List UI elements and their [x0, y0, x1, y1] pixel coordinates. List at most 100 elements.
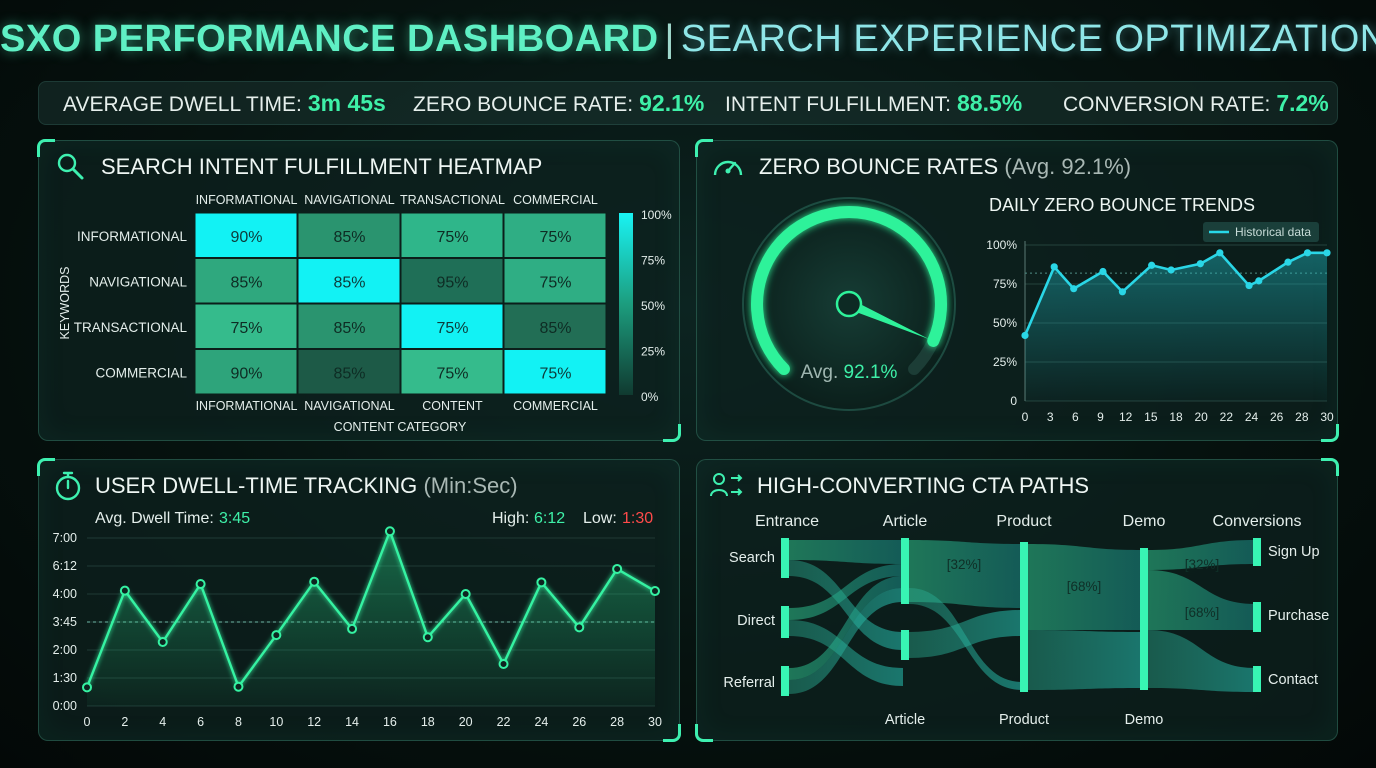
- gauge-label: Avg. 92.1%: [801, 362, 898, 383]
- sankey-flow: [789, 576, 903, 680]
- dwell-chart: Avg. Dwell Time: 3:45 High: 6:12 Low: 1:30 0:…: [53, 510, 662, 729]
- dwell-y-tick: 1:30: [53, 671, 77, 685]
- gauge-value-arc: [751, 206, 947, 376]
- trend-point: [1167, 266, 1175, 274]
- sankey-stage-header: Demo: [1123, 513, 1166, 530]
- sankey-flow: [789, 564, 903, 620]
- heatmap-cell-label: 75%: [436, 229, 468, 246]
- trend-area: [1025, 252, 1327, 401]
- heatmap-row-label: NAVIGATIONAL: [89, 274, 187, 289]
- dwell-x-tick: 24: [534, 715, 548, 729]
- sankey-node: [1253, 666, 1261, 692]
- gauge-label-value: 92.1%: [844, 362, 898, 383]
- dwell-point: [422, 632, 433, 643]
- cta-title: HIGH-CONVERTING CTA PATHS: [757, 473, 1090, 498]
- heatmap-top-label: TRANSACTIONAL: [400, 193, 505, 207]
- sankey-flow: [789, 540, 903, 564]
- trend-point: [1050, 263, 1058, 271]
- heatmap-cell: [503, 258, 607, 304]
- dwell-line: [85, 527, 656, 690]
- trend-y-tick: 50%: [993, 316, 1017, 330]
- heatmap-scale-tick: 75%: [641, 254, 665, 268]
- bounce-title: ZERO BOUNCE RATES (Avg. 92.1%): [759, 154, 1131, 180]
- trend-point: [1021, 331, 1029, 340]
- trend-point: [1196, 260, 1204, 268]
- heatmap-cell-label: 85%: [333, 320, 365, 337]
- heatmap-row-label: COMMERCIAL: [95, 365, 187, 380]
- sankey-flow-label: [32%]: [1185, 557, 1220, 572]
- gauge-needle: [846, 299, 930, 340]
- sankey-node: [781, 606, 789, 638]
- dwell-x-tick: 28: [610, 715, 624, 729]
- dwell-point: [574, 622, 585, 633]
- heatmap-cell-label: 75%: [539, 229, 571, 246]
- dwell-y-tick: 7:00: [53, 531, 77, 545]
- heatmap-cell: [194, 303, 298, 349]
- trend-x-tick: 20: [1194, 410, 1208, 424]
- heatmap-scale-tick: 50%: [641, 299, 665, 313]
- heatmap-cell: [297, 349, 401, 395]
- sankey-flow: [789, 620, 903, 686]
- trend-point: [1070, 285, 1078, 293]
- trend-x-tick: 24: [1245, 410, 1259, 424]
- title-separator: |: [664, 18, 675, 60]
- title-bold: SXO PERFORMANCE DASHBOARD: [0, 18, 659, 60]
- heatmap-cell-label: 90%: [230, 365, 262, 382]
- trend-x-tick: 3: [1047, 410, 1054, 424]
- heatmap-cell: [297, 303, 401, 349]
- bounce-title-text: ZERO BOUNCE RATES: [759, 154, 999, 179]
- dwell-y-tick: 4:00: [53, 587, 77, 601]
- dwell-point: [195, 579, 206, 590]
- trend-x-tick: 30: [1320, 410, 1334, 424]
- trend-x-tick: 18: [1169, 410, 1183, 424]
- sankey-node: [781, 666, 789, 696]
- trend-legend-label: Historical data: [1235, 225, 1311, 239]
- heatmap-scale-bar: [619, 213, 633, 395]
- trend-point: [1216, 249, 1224, 257]
- trend-x-tick: 15: [1144, 410, 1158, 424]
- dwell-panel: USER DWELL-TIME TRACKING (Min:Sec) Avg. …: [37, 458, 681, 742]
- dwell-subtitle: (Min:Sec): [423, 473, 518, 498]
- dwell-area: [87, 531, 655, 706]
- dwell-x-tick: 10: [269, 715, 283, 729]
- sankey-flow-label: [68%]: [1185, 605, 1220, 620]
- dwell-point: [460, 589, 471, 599]
- trend-legend-box: [1203, 222, 1319, 242]
- search-icon: [57, 153, 84, 180]
- kpi-label: AVERAGE DWELL TIME:: [63, 93, 302, 116]
- heatmap-cell-label: 90%: [230, 229, 262, 246]
- sankey-source-label: Direct: [737, 613, 775, 629]
- heatmap-x-label: CONTENT: [422, 399, 483, 413]
- heatmap-cell-label: 85%: [333, 365, 365, 382]
- dwell-x-tick: 4: [159, 715, 166, 729]
- trend-x-tick: 12: [1119, 410, 1133, 424]
- sankey-node: [1253, 538, 1261, 566]
- kpi-bar: AVERAGE DWELL TIME: 3m 45s ZERO BOUNCE RA…: [38, 81, 1338, 125]
- dwell-point: [309, 576, 320, 587]
- speedometer-icon: [713, 160, 743, 176]
- sankey-source-label: Search: [729, 550, 775, 566]
- sankey-node: [901, 538, 909, 604]
- kpi-value: 92.1%: [639, 90, 705, 116]
- heatmap-cell: [400, 349, 504, 395]
- heatmap-top-label: INFORMATIONAL: [196, 193, 298, 207]
- sankey-target-label: Sign Up: [1268, 544, 1320, 560]
- sankey-stage-header: Entrance: [755, 513, 819, 530]
- sankey-flow-label: [32%]: [947, 557, 982, 572]
- sankey-chart: Entrance Article Product Demo Conversions Sea…: [723, 513, 1329, 728]
- sankey-flow: [1148, 540, 1255, 570]
- heatmap-cell-label: 95%: [436, 274, 468, 291]
- trend-chart: DAILY ZERO BOUNCE TRENDS Historical data 0…: [986, 195, 1334, 424]
- heatmap-row-label: INFORMATIONAL: [77, 229, 187, 244]
- heatmap-panel: SEARCH INTENT FULFILLMENT HEATMAP INFORM…: [37, 139, 681, 442]
- heatmap-ylabel: KEYWORDS: [58, 267, 72, 340]
- sankey-flow: [789, 560, 903, 650]
- trend-x-tick: 28: [1295, 410, 1309, 424]
- sankey-stage-header: Article: [883, 513, 928, 530]
- dwell-x-tick: 14: [345, 715, 359, 729]
- heatmap-x-label: COMMERCIAL: [513, 399, 598, 413]
- dwell-point: [157, 637, 168, 647]
- heatmap-cell: [400, 303, 504, 349]
- sankey-source-label: Referral: [723, 675, 775, 691]
- kpi-dwell: AVERAGE DWELL TIME: 3m 45s: [63, 90, 386, 117]
